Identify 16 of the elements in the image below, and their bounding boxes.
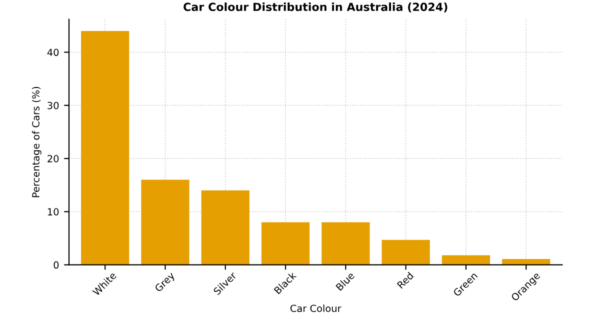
y-tick-label: 20 xyxy=(48,155,59,162)
y-tick-label: 40 xyxy=(47,48,59,56)
x-axis-title: Car Colour xyxy=(290,304,342,312)
bar xyxy=(81,30,130,265)
bar xyxy=(322,222,370,265)
bar xyxy=(201,190,250,265)
bar xyxy=(141,180,190,265)
bar xyxy=(382,240,430,265)
bar xyxy=(502,258,550,265)
chart-title: Car Colour Distribution in Australia (2024) xyxy=(184,2,448,12)
y-axis-title: Percentage of Cars (%) xyxy=(32,86,42,198)
y-tick-label: 10 xyxy=(48,208,59,216)
y-tick-label: 30 xyxy=(48,102,59,110)
y-tick-label: 0 xyxy=(54,261,59,269)
bar xyxy=(442,255,490,265)
bar xyxy=(261,222,310,265)
